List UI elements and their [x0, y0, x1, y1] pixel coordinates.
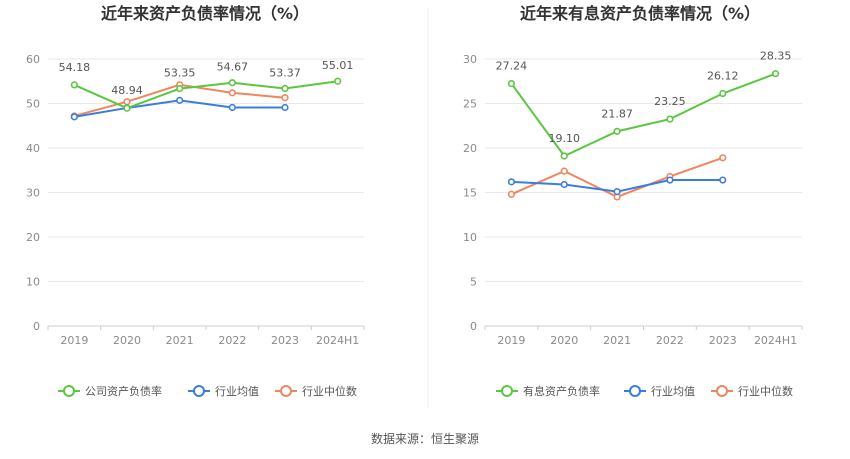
legend-item-1: 有息资产负债率 — [496, 384, 600, 398]
chart-panel-2: 近年来有息资产负债率情况（%） 0 5 10 15 20 25 30 2019 2020 2021 2… — [463, 4, 803, 398]
data-point — [176, 96, 184, 104]
y-tick-label: 25 — [463, 98, 477, 111]
series-line — [510, 72, 776, 158]
legend-label: 行业均值 — [215, 385, 259, 398]
y-tick-label: 30 — [463, 53, 477, 66]
series-1: 27.24 19.10 21.87 23.25 26.12 28.35 — [496, 50, 792, 160]
data-point — [719, 154, 727, 162]
y-tick-label: 5 — [470, 276, 477, 289]
data-point — [666, 176, 674, 184]
legend-label: 有息资产负债率 — [523, 384, 600, 398]
data-point — [281, 103, 289, 112]
y-tick-label: 10 — [463, 231, 477, 244]
x-tick-label: 2019 — [60, 334, 88, 347]
legend-item-2: 行业均值 — [624, 385, 695, 398]
data-point — [613, 188, 621, 196]
legend-item-1: 公司资产负债率 — [58, 384, 162, 398]
x-tick-label: 2024H1 — [754, 334, 797, 347]
data-point — [719, 176, 727, 184]
x-tick-label: 2023 — [709, 334, 737, 347]
data-point — [228, 89, 236, 97]
data-point — [507, 178, 516, 186]
y-tick-label: 60 — [26, 53, 40, 66]
legend-marker — [193, 385, 205, 397]
data-point — [281, 84, 289, 93]
data-point — [228, 103, 236, 112]
data-point — [719, 89, 727, 98]
x-tick-label: 2021 — [603, 334, 631, 347]
data-label: 27.24 — [496, 60, 528, 73]
data-label: 26.12 — [707, 70, 739, 83]
chart-title: 近年来资产负债率情况（%） — [101, 4, 309, 23]
data-label: 28.35 — [760, 50, 792, 63]
y-tick-label: 20 — [463, 142, 477, 155]
data-source: 数据来源：恒生聚源 — [371, 431, 479, 446]
legend-item-3: 行业中位数 — [275, 384, 357, 398]
data-point — [560, 152, 568, 160]
legend-label: 行业中位数 — [738, 384, 793, 398]
data-label: 54.67 — [217, 61, 249, 74]
legend-marker — [280, 385, 292, 397]
chart-title: 近年来有息资产负债率情况（%） — [520, 4, 760, 23]
data-label: 53.35 — [164, 67, 196, 80]
x-tick-label: 2022 — [656, 334, 684, 347]
legend-marker — [716, 385, 728, 397]
series-2 — [507, 176, 727, 196]
x-tick-label: 2024H1 — [316, 334, 359, 347]
data-point — [507, 79, 516, 88]
data-point — [123, 104, 131, 112]
data-point — [771, 70, 780, 78]
data-label: 48.94 — [111, 84, 143, 97]
legend-item-2: 行业均值 — [188, 385, 259, 398]
series-1: 54.18 48.94 53.35 54.67 53.37 55.01 — [59, 59, 354, 112]
legend-marker — [63, 385, 75, 397]
data-label: 54.18 — [59, 61, 91, 74]
x-tick-label: 2021 — [166, 334, 194, 347]
data-label: 19.10 — [549, 132, 581, 145]
data-label: 21.87 — [601, 107, 633, 120]
data-point — [176, 84, 184, 93]
y-tick-label: 30 — [26, 187, 40, 200]
legend-label: 行业中位数 — [302, 384, 357, 398]
y-tick-label: 10 — [26, 276, 40, 289]
legend-marker — [629, 385, 641, 397]
data-point — [123, 98, 131, 106]
legend-label: 公司资产负债率 — [85, 384, 162, 398]
data-point — [560, 180, 568, 189]
y-tick-label: 20 — [26, 231, 40, 244]
y-tick-label: 0 — [33, 320, 40, 333]
data-label: 23.25 — [654, 95, 686, 108]
x-tick-label: 2022 — [218, 334, 246, 347]
data-point — [507, 190, 516, 198]
chart-panel-1: 近年来资产负债率情况（%） 0 10 20 30 40 50 60 2019 2020 2021 20… — [26, 4, 365, 398]
x-tick-label: 2019 — [497, 334, 525, 347]
x-tick-label: 2020 — [113, 334, 141, 347]
data-label: 55.01 — [322, 59, 354, 72]
y-tick-label: 40 — [26, 142, 40, 155]
x-tick-label: 2023 — [271, 334, 299, 347]
legend-label: 行业均值 — [651, 385, 695, 398]
data-point — [560, 167, 568, 175]
data-label: 53.37 — [269, 67, 301, 80]
data-point — [70, 113, 78, 121]
y-tick-label: 50 — [26, 98, 40, 111]
legend-item-3: 行业中位数 — [711, 384, 793, 398]
x-tick-label: 2020 — [550, 334, 578, 347]
data-point — [228, 79, 236, 87]
data-point — [666, 115, 674, 123]
data-point — [613, 127, 621, 135]
y-tick-label: 15 — [463, 187, 477, 200]
y-tick-label: 0 — [470, 320, 477, 333]
legend-marker — [501, 385, 513, 397]
series-line — [73, 80, 338, 110]
data-point — [281, 94, 289, 102]
data-point — [70, 81, 78, 89]
data-point — [334, 77, 342, 85]
